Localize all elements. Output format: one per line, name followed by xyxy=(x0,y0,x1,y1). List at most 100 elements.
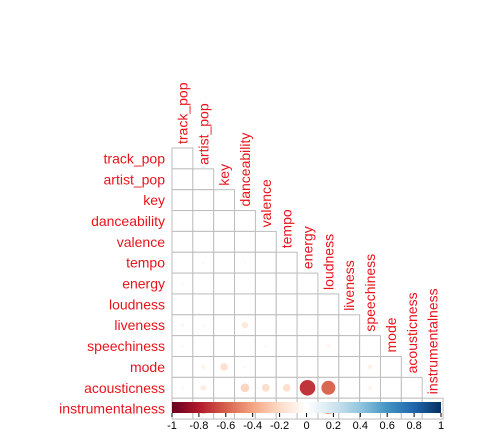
matrix-cell-tempo-track_pop xyxy=(171,251,194,274)
matrix-cell-artist_pop-artist_pop xyxy=(192,168,215,191)
corr-circle-tempo-artist_pop xyxy=(201,261,205,265)
matrix-cell-loudness-danceability xyxy=(234,293,256,316)
col-label-speechiness: speechiness xyxy=(362,254,378,332)
matrix-cell-acousticness-acousticness xyxy=(400,376,423,399)
row-label-instrumentalness: instrumentalness xyxy=(59,401,165,417)
corr-circle-energy-track_pop xyxy=(180,281,185,286)
colorbar-tick-label: 0.2 xyxy=(326,420,341,432)
row-label-speechiness: speechiness xyxy=(87,338,165,354)
corr-circle-acousticness-tempo xyxy=(282,383,291,392)
corr-circle-acousticness-energy xyxy=(299,379,316,396)
matrix-cell-energy-tempo xyxy=(275,272,298,295)
colorbar-tick-label: -0.2 xyxy=(270,420,289,432)
colorbar-tick-label: 0.6 xyxy=(380,420,395,432)
matrix-cell-speechiness-tempo xyxy=(275,335,298,357)
row-label-danceability: danceability xyxy=(91,213,165,229)
matrix-cell-tempo-key xyxy=(213,251,236,274)
matrix-cell-mode-loudness xyxy=(317,356,340,378)
matrix-cell-artist_pop-track_pop xyxy=(171,168,194,191)
matrix-cell-speechiness-speechiness xyxy=(359,335,381,357)
matrix-cell-mode-valence xyxy=(254,356,277,378)
corr-circle-speechiness-loudness xyxy=(326,344,331,349)
col-label-mode: mode xyxy=(383,317,399,352)
corr-circle-mode-danceability xyxy=(243,365,247,369)
matrix-cell-liveness-key xyxy=(213,314,236,337)
corr-circle-acousticness-speechiness xyxy=(367,385,373,391)
matrix-cell-liveness-loudness xyxy=(317,314,340,337)
matrix-cell-speechiness-danceability xyxy=(234,335,256,357)
matrix-cell-loudness-energy xyxy=(296,293,319,316)
matrix-cell-loudness-artist_pop xyxy=(192,293,215,316)
matrix-cell-acousticness-mode xyxy=(380,376,402,399)
colorbar-tick-label: 0.8 xyxy=(406,420,421,432)
matrix-cell-energy-artist_pop xyxy=(192,272,215,295)
row-label-track_pop: track_pop xyxy=(104,150,166,166)
matrix-cell-valence-danceability xyxy=(234,230,256,253)
matrix-cell-key-artist_pop xyxy=(192,189,215,212)
row-label-energy: energy xyxy=(122,276,165,292)
color-legend: -1 -0.8 -0.6 -0.4 -0.2 0 0.2 0.4 0.6 0.8 1 xyxy=(167,402,444,432)
corr-circle-liveness-track_pop xyxy=(180,323,185,328)
row-label-tempo: tempo xyxy=(126,255,165,271)
col-label-valence: valence xyxy=(258,179,274,227)
col-label-key: key xyxy=(216,164,232,186)
matrix-cell-track_pop-track_pop xyxy=(171,147,194,170)
matrix-cell-liveness-tempo xyxy=(275,314,298,337)
matrix-cell-mode-energy xyxy=(296,356,319,378)
corr-circle-acousticness-danceability xyxy=(240,383,250,393)
colorbar-tick-label: 1 xyxy=(438,420,444,432)
corr-circle-acousticness-track_pop xyxy=(180,385,185,390)
matrix-cell-acousticness-liveness xyxy=(338,376,361,399)
colorbar-tick-label: -0.6 xyxy=(216,420,235,432)
col-label-instrumentalness: instrumentalness xyxy=(425,288,441,394)
row-label-acousticness: acousticness xyxy=(84,380,165,396)
matrix-cell-acousticness-key xyxy=(213,376,236,399)
row-label-artist_pop: artist_pop xyxy=(104,171,166,187)
matrix-grid xyxy=(171,147,444,420)
matrix-cell-energy-danceability xyxy=(234,272,256,295)
corr-circle-speechiness-valence xyxy=(264,344,268,348)
matrix-cell-loudness-tempo xyxy=(275,293,298,316)
matrix-cell-danceability-track_pop xyxy=(171,210,194,232)
col-label-energy: energy xyxy=(300,226,316,269)
corr-circle-liveness-danceability xyxy=(241,322,249,329)
matrix-cell-danceability-artist_pop xyxy=(192,210,215,232)
matrix-cell-valence-track_pop xyxy=(171,230,194,253)
col-label-liveness: liveness xyxy=(341,260,357,311)
row-label-mode: mode xyxy=(130,359,165,375)
col-label-acousticness: acousticness xyxy=(404,292,420,373)
matrix-cell-liveness-valence xyxy=(254,314,277,337)
matrix-cell-mode-liveness xyxy=(338,356,361,378)
matrix-cell-loudness-valence xyxy=(254,293,277,316)
colorbar-tick-label: -1 xyxy=(167,420,177,432)
corr-circle-mode-artist_pop xyxy=(201,364,206,370)
matrix-cell-mode-track_pop xyxy=(171,356,194,378)
matrix-cell-valence-key xyxy=(213,230,236,253)
matrix-cell-key-key xyxy=(213,189,236,212)
matrix-cell-danceability-danceability xyxy=(234,210,256,232)
matrix-cell-speechiness-liveness xyxy=(338,335,361,357)
colorbar-tick-label: 0 xyxy=(303,420,309,432)
corr-circle-acousticness-loudness xyxy=(321,380,336,395)
matrix-cell-tempo-tempo xyxy=(275,251,298,274)
matrix-cell-mode-mode xyxy=(380,356,402,378)
matrix-cell-mode-tempo xyxy=(275,356,298,378)
matrix-cell-key-track_pop xyxy=(171,189,194,212)
col-label-tempo: tempo xyxy=(279,209,295,248)
colorbar-tick-label: -0.8 xyxy=(189,420,208,432)
colorbar-tick-label: -0.4 xyxy=(243,420,262,432)
matrix-cell-danceability-key xyxy=(213,210,236,232)
corr-circle-mode-speechiness xyxy=(367,364,373,370)
matrix-cell-energy-key xyxy=(213,272,236,295)
matrix-cell-liveness-liveness xyxy=(338,314,361,337)
colorbar-gradient xyxy=(172,402,441,413)
matrix-cell-loudness-track_pop xyxy=(171,293,194,316)
colorbar-tick-label: 0.4 xyxy=(353,420,368,432)
matrix-cell-liveness-energy xyxy=(296,314,319,337)
col-label-artist_pop: artist_pop xyxy=(195,103,211,165)
matrix-cell-speechiness-key xyxy=(213,335,236,357)
corr-circle-acousticness-artist_pop xyxy=(200,384,207,391)
matrix-cell-energy-valence xyxy=(254,272,277,295)
